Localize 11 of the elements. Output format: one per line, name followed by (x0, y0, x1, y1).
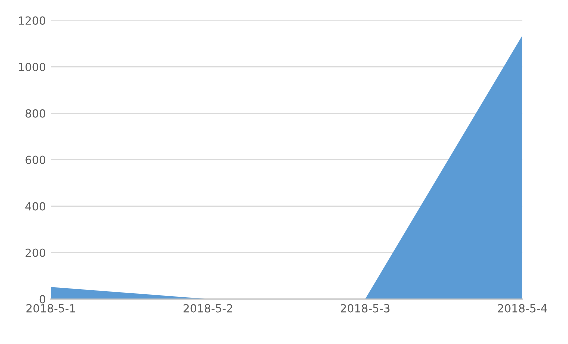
x-tick-label: 2018-5-1 (26, 304, 76, 313)
y-tick-label: 400 (26, 202, 46, 211)
y-tick-label: 600 (26, 156, 46, 164)
y-tick-label: 1000 (19, 63, 46, 72)
y-tick-label: 800 (26, 109, 46, 118)
y-tick-label: 200 (26, 248, 46, 258)
x-tick-label: 2018-5-2 (184, 304, 232, 313)
x-tick-label: 2018-5-3 (341, 304, 390, 313)
y-tick-label: 0 (40, 295, 46, 304)
x-tick-label: 2018-5-4 (498, 304, 548, 313)
y-tick-label: 1200 (19, 16, 46, 26)
